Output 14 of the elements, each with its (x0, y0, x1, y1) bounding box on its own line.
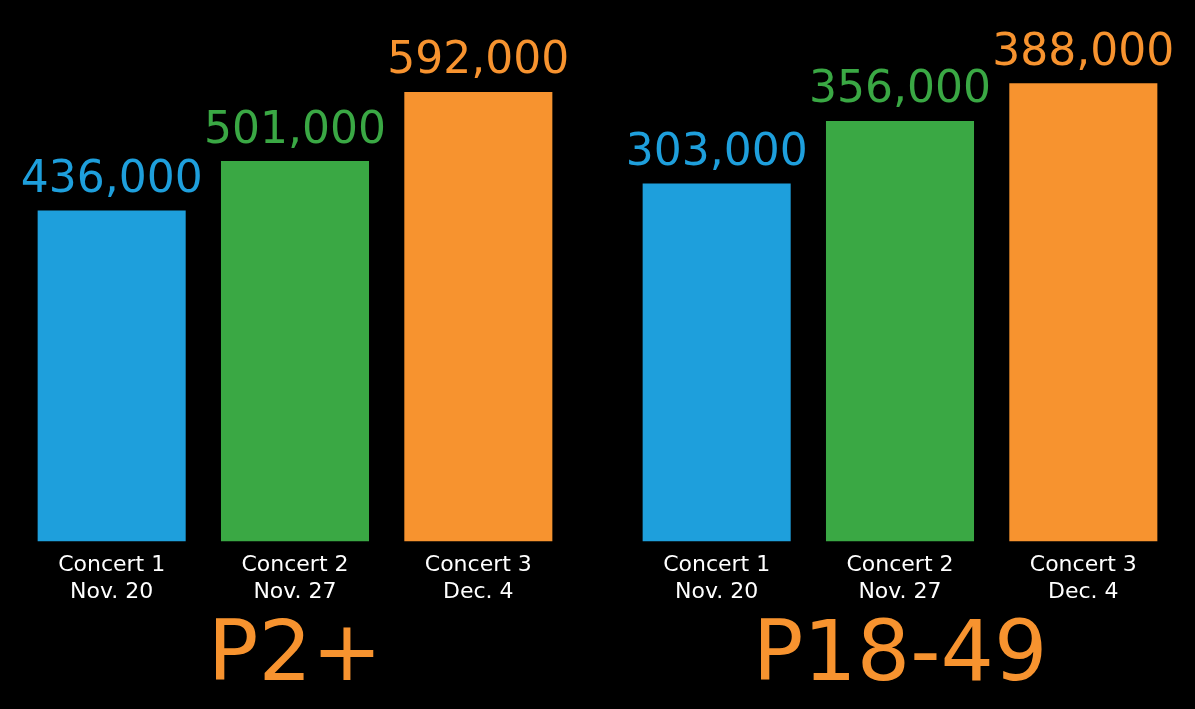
data-label: 303,000 (625, 124, 808, 176)
text: P18-49 (752, 602, 1048, 701)
x-tick-label: Concert 3 Dec. 4 (424, 551, 532, 603)
data-label: 388,000 (992, 23, 1175, 75)
x-tick-label: Concert 1 Nov. 20 (663, 551, 771, 603)
data-label: 356,000 (809, 61, 991, 113)
data-label: 501,000 (204, 101, 386, 153)
x-tick-label: Concert 1 Nov. 20 (58, 551, 166, 603)
text: P2+ (207, 602, 383, 701)
data-label: 436,000 (20, 150, 203, 202)
x-tick-label: Concert 3 Dec. 4 (1029, 551, 1137, 603)
data-label: 592,000 (387, 32, 570, 84)
x-tick-label: Concert 2 Nov. 27 (846, 551, 954, 603)
x-tick-label: Concert 2 Nov. 27 (241, 551, 349, 603)
